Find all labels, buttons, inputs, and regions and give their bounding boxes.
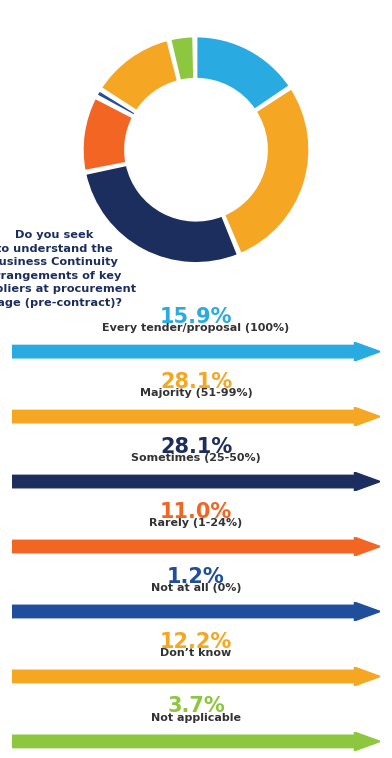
Text: Don’t know: Don’t know — [160, 647, 232, 658]
Text: 28.1%: 28.1% — [160, 437, 232, 456]
Text: Do you seek
to understand the
Business Continuity
arrangements of key
suppliers : Do you seek to understand the Business C… — [0, 230, 136, 308]
Polygon shape — [12, 732, 380, 750]
Text: 3.7%: 3.7% — [167, 697, 225, 716]
Polygon shape — [12, 667, 380, 686]
Polygon shape — [12, 472, 380, 491]
Wedge shape — [170, 36, 194, 81]
Polygon shape — [12, 407, 380, 426]
Text: Majority (51-99%): Majority (51-99%) — [140, 388, 252, 398]
Text: Not applicable: Not applicable — [151, 713, 241, 722]
Wedge shape — [196, 36, 290, 110]
Wedge shape — [85, 164, 238, 263]
Text: 15.9%: 15.9% — [160, 307, 232, 327]
Wedge shape — [96, 90, 136, 116]
Polygon shape — [12, 343, 380, 361]
Wedge shape — [224, 88, 310, 254]
Text: 12.2%: 12.2% — [160, 631, 232, 652]
Text: Every tender/proposal (100%): Every tender/proposal (100%) — [102, 323, 290, 333]
Text: Sometimes (25-50%): Sometimes (25-50%) — [131, 453, 261, 462]
Wedge shape — [82, 98, 133, 171]
Wedge shape — [100, 39, 178, 111]
Text: 28.1%: 28.1% — [160, 371, 232, 392]
Text: 1.2%: 1.2% — [167, 566, 225, 587]
Polygon shape — [12, 537, 380, 556]
Text: Not at all (0%): Not at all (0%) — [151, 583, 241, 593]
Text: Rarely (1-24%): Rarely (1-24%) — [149, 518, 243, 528]
Polygon shape — [12, 602, 380, 621]
Text: 11.0%: 11.0% — [160, 502, 232, 522]
